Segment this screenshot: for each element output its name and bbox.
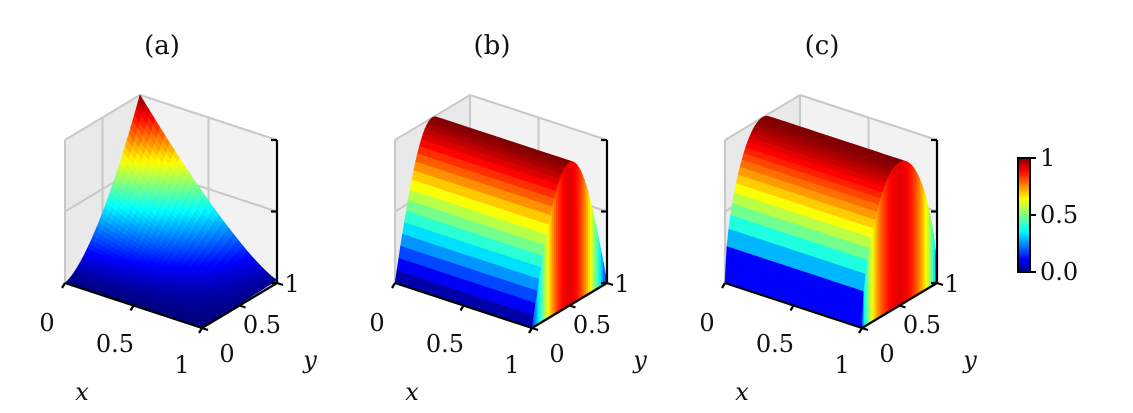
surface: [394, 116, 608, 329]
y-tick-label: 0.5: [573, 311, 611, 339]
surface: [724, 115, 938, 329]
axes-lines: [391, 138, 614, 334]
y-tick-label: 0: [549, 340, 564, 368]
axes-lines: [61, 138, 284, 334]
x-tick-label: 1: [834, 351, 849, 379]
panel-label: (a): [144, 31, 180, 61]
x-tick-label: 0.5: [426, 330, 464, 358]
panel-label: (b): [474, 31, 511, 61]
x-axis-label: x: [405, 378, 419, 406]
tick-labels: 00.51 00.51: [39, 270, 299, 379]
x-tick-label: 0: [369, 309, 384, 337]
colorbar: 0.0 0.5 1: [1017, 144, 1078, 286]
colorbar-tick-label: 0.5: [1040, 201, 1078, 229]
y-tick-label: 1: [284, 270, 299, 298]
y-tick-label: 0.5: [243, 311, 281, 339]
tick-labels: 00.51 00.51: [699, 270, 959, 379]
y-axis-label: y: [632, 346, 647, 374]
colorbar-tick-label: 0.0: [1040, 258, 1078, 286]
y-tick-label: 0.5: [903, 311, 941, 339]
surface: [64, 94, 278, 329]
x-tick-label: 1: [504, 351, 519, 379]
y-axis-label: y: [962, 346, 977, 374]
panel-label: (c): [805, 31, 840, 61]
y-tick-label: 0: [219, 340, 234, 368]
tick-labels: 00.51 00.51: [369, 270, 629, 379]
x-axis-label: x: [735, 378, 749, 406]
y-tick-label: 1: [614, 270, 629, 298]
axes-lines: [721, 138, 944, 334]
x-tick-label: 1: [174, 351, 189, 379]
x-tick-label: 0.5: [96, 330, 134, 358]
x-axis-label: x: [75, 378, 89, 406]
y-axis-label: y: [302, 346, 317, 374]
x-tick-label: 0.5: [756, 330, 794, 358]
colorbar-gradient: [1017, 157, 1031, 273]
y-tick-label: 1: [944, 270, 959, 298]
x-tick-label: 0: [39, 309, 54, 337]
y-tick-label: 0: [879, 340, 894, 368]
colorbar-tick-label: 1: [1040, 144, 1055, 172]
x-tick-label: 0: [699, 309, 714, 337]
